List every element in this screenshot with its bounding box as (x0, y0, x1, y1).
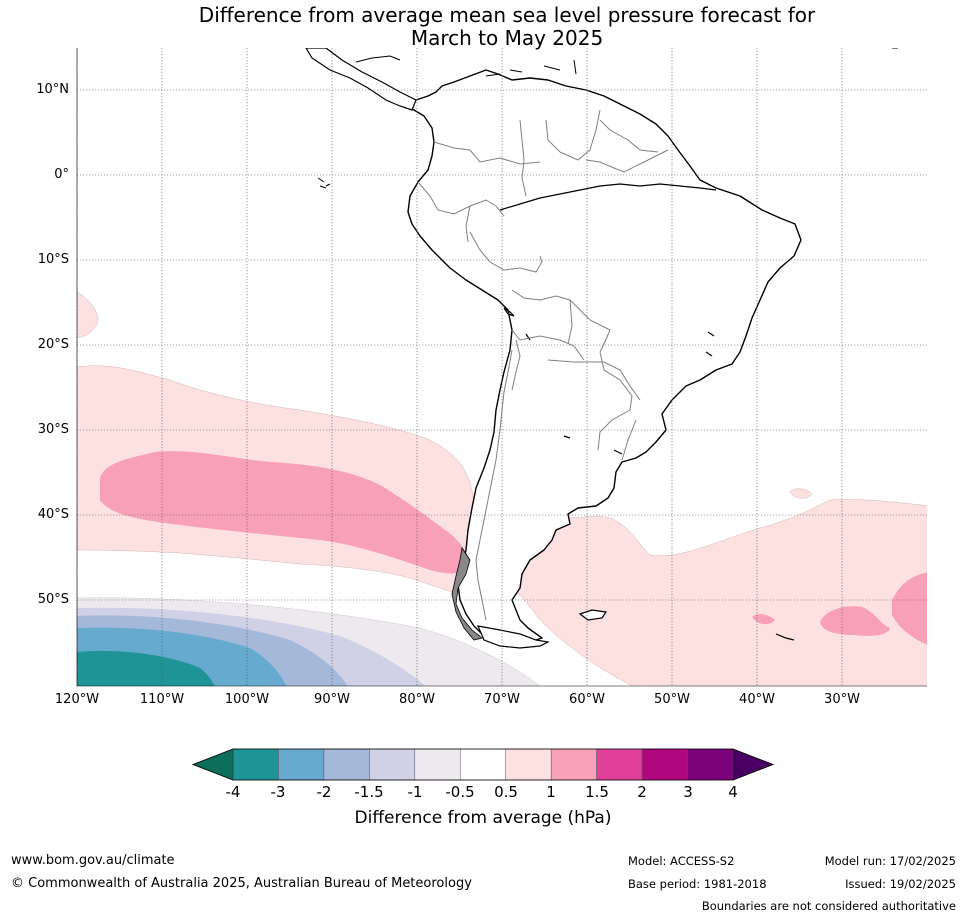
lon-label-40w: 40°W (739, 692, 775, 707)
colorbar-tick: -1 (407, 783, 423, 801)
colorbar-over-arrow (732, 748, 774, 781)
inland-lakes (525, 331, 715, 455)
lat-label-30s: 30°S (37, 422, 69, 437)
south-america-land (309, 48, 802, 647)
anomaly-area-pos-0-5-north (77, 291, 99, 339)
colorbar-swatch (414, 748, 461, 781)
anomaly-core-pos-1-west (100, 451, 470, 574)
lon-label-70w: 70°W (484, 692, 520, 707)
colorbar-tick: 4 (728, 783, 738, 801)
lake-titicaca (503, 307, 515, 317)
lon-label-120w: 120°W (54, 692, 100, 707)
lat-label-40s: 40°S (37, 507, 69, 522)
colorbar-tick: 0.5 (494, 783, 518, 801)
colorbar-swatch (460, 748, 506, 781)
colorbar (191, 748, 775, 781)
lon-label-90w: 90°W (314, 692, 350, 707)
lat-label-20s: 20°S (37, 337, 69, 352)
graticule (76, 48, 927, 686)
colorbar-swatch (505, 748, 552, 781)
colorbar-swatch (641, 748, 688, 781)
caribbean-islands (355, 48, 898, 77)
lat-label-10n: 10°N (36, 82, 69, 97)
colorbar-tick: 3 (683, 783, 693, 801)
website-link[interactable]: www.bom.gov.au/climate (11, 853, 175, 868)
anomaly-core-pos-1-east-c (752, 614, 775, 625)
title-line-2: March to May 2025 (410, 26, 604, 50)
country-borders (417, 109, 669, 621)
anomaly-area-pos-0-5-east (479, 499, 927, 686)
title-line-1: Difference from average mean sea level p… (198, 3, 816, 27)
colorbar-swatch (232, 748, 279, 781)
colorbar-tick: -4 (225, 783, 241, 801)
colorbar-tick: -3 (270, 783, 286, 801)
colorbar-swatch (596, 748, 643, 781)
colorbar-frame (191, 748, 775, 781)
colorbar-swatch (369, 748, 416, 781)
anomaly-band-neg-3 (77, 650, 215, 686)
tierra-del-fuego (477, 625, 550, 649)
colorbar-swatch (323, 748, 370, 781)
lon-label-100w: 100°W (224, 692, 270, 707)
colorbar-swatch (687, 748, 734, 781)
lat-label-0: 0° (54, 167, 69, 182)
issued-text: Issued: 19/02/2025 (845, 877, 956, 891)
anomaly-core-pos-1-east-b (892, 572, 927, 645)
model-text: Model: ACCESS-S2 (628, 854, 735, 868)
land-layer (305, 48, 898, 649)
colorbar-tick: 2 (637, 783, 647, 801)
colorbar-under-arrow (192, 748, 234, 781)
lat-label-10s: 10°S (37, 252, 69, 267)
central-america-isthmus (305, 48, 417, 111)
lon-label-110w: 110°W (139, 692, 185, 707)
colorbar-label: Difference from average (hPa) (354, 808, 612, 828)
lat-label-50s: 50°S (37, 592, 69, 607)
lon-label-60w: 60°W (569, 692, 605, 707)
anomaly-shading (77, 291, 927, 686)
base-period-text: Base period: 1981-2018 (628, 877, 767, 891)
amazon-river (499, 183, 717, 211)
disclaimer-text: Boundaries are not considered authoritat… (701, 899, 956, 913)
colorbar-tick: 1 (546, 783, 556, 801)
falkland-islands (578, 609, 608, 621)
colorbar-tick: -0.5 (445, 783, 475, 801)
chile-fjords (451, 546, 483, 641)
lon-label-30w: 30°W (824, 692, 860, 707)
copyright-text: © Commonwealth of Australia 2025, Austra… (11, 876, 472, 891)
lon-label-80w: 80°W (399, 692, 435, 707)
map-title: Difference from average mean sea level p… (0, 4, 965, 50)
anomaly-core-pos-1-east-a (820, 606, 890, 636)
anomaly-blob-pos-east-small (789, 488, 813, 499)
colorbar-tick: -2 (316, 783, 332, 801)
model-run-text: Model run: 17/02/2025 (824, 854, 956, 868)
colorbar-swatch (278, 748, 325, 781)
colorbar-swatch (550, 748, 597, 781)
lon-label-50w: 50°W (654, 692, 690, 707)
colorbar-tick: 1.5 (585, 783, 609, 801)
south-georgia (775, 633, 795, 641)
colorbar-tick: -1.5 (354, 783, 384, 801)
galapagos-islands (317, 177, 331, 189)
